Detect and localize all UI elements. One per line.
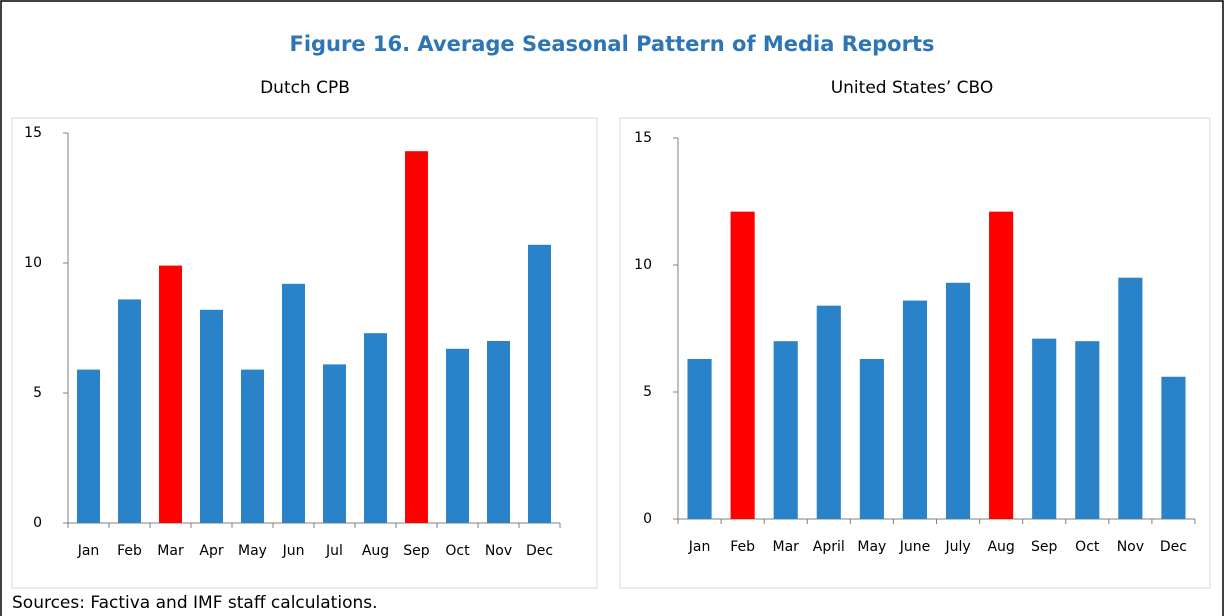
bar [989,211,1014,519]
x-tick-label: Feb [730,539,755,555]
x-tick-label: Nov [485,543,512,559]
x-tick-label: Jun [282,543,305,559]
chart-frame [11,117,598,589]
x-tick-label: Jul [325,543,343,559]
x-tick-label: Feb [117,543,142,559]
x-tick-label: Dec [526,543,553,559]
x-tick-label: Dec [1160,539,1187,555]
x-tick-label: Mar [772,539,799,555]
bar [1118,277,1143,519]
x-tick-label: Oct [445,543,470,559]
x-tick-label: Oct [1075,539,1100,555]
bar [487,341,510,523]
x-tick-label: Jan [688,539,711,555]
bar [1161,376,1186,519]
bar [773,341,798,519]
y-tick-label: 10 [634,257,652,273]
x-tick-label: June [899,539,931,555]
y-tick-label: 0 [33,515,42,531]
bar [859,358,884,519]
bar [282,283,305,523]
figure-title: Figure 16. Average Seasonal Pattern of M… [289,32,934,56]
bar [446,348,469,523]
bar [405,151,428,523]
x-tick-label: Aug [362,543,389,559]
bar [1032,338,1057,519]
bar [528,244,551,524]
x-tick-label: Aug [987,539,1014,555]
bar [323,364,346,523]
bar [77,369,100,523]
chart-title: United States’ CBO [831,78,994,98]
bar [200,309,223,523]
x-tick-label: Jan [77,543,100,559]
x-tick-label: Sep [1031,539,1058,555]
bar [902,300,928,519]
x-tick-label: Nov [1117,539,1144,555]
bar [364,333,387,523]
source-note: Sources: Factiva and IMF staff calculati… [12,593,378,613]
bar [159,265,182,523]
y-tick-label: 10 [24,255,42,271]
y-tick-label: 15 [24,125,42,141]
bar [730,211,755,519]
y-tick-label: 15 [634,130,652,146]
chart-frame [619,117,1211,589]
x-tick-label: April [813,539,845,555]
x-tick-label: Mar [157,543,184,559]
bar [1075,341,1100,519]
x-tick-label: July [944,539,970,555]
y-tick-label: 5 [643,384,652,400]
x-tick-label: Sep [403,543,430,559]
y-tick-label: 5 [33,385,42,401]
x-tick-label: May [238,543,267,559]
bar [687,358,712,519]
bar [118,299,141,523]
y-tick-label: 0 [643,511,652,527]
bar [816,305,841,519]
chart-title: Dutch CPB [260,78,350,98]
bar [241,369,264,523]
bar [945,282,971,519]
x-tick-label: May [857,539,886,555]
x-tick-label: Apr [199,543,223,559]
